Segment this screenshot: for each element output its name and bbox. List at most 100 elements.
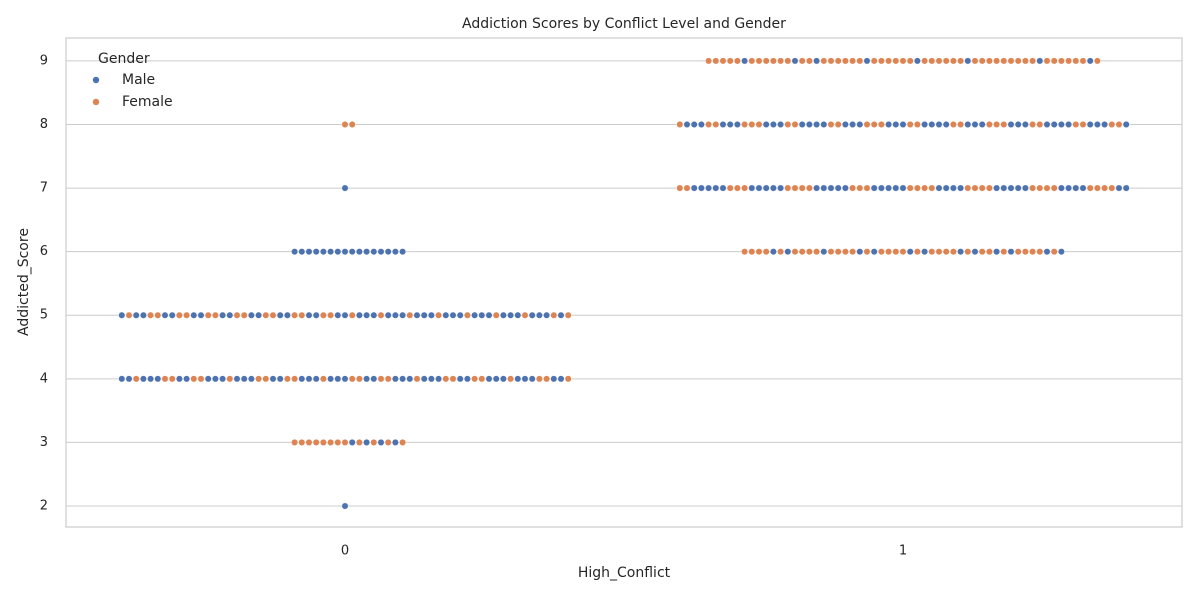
- data-point: [950, 184, 957, 192]
- data-point: [161, 375, 169, 383]
- data-point: [341, 121, 349, 128]
- data-point: [399, 248, 406, 256]
- data-point: [240, 311, 248, 319]
- data-point: [557, 375, 565, 383]
- data-point: [942, 184, 950, 192]
- data-point: [683, 184, 691, 192]
- data-point: [1022, 248, 1029, 256]
- data-point: [813, 57, 820, 65]
- data-point: [471, 311, 478, 319]
- data-point: [312, 248, 320, 256]
- data-point: [233, 375, 241, 383]
- data-point: [291, 311, 298, 319]
- data-point: [863, 121, 871, 128]
- data-point: [726, 57, 734, 65]
- y-tick-label: 5: [40, 308, 48, 323]
- data-point: [755, 121, 763, 128]
- data-point: [1086, 121, 1094, 128]
- data-point: [1029, 57, 1037, 65]
- data-point: [878, 121, 885, 128]
- data-point: [921, 184, 928, 192]
- data-point: [384, 311, 392, 319]
- data-point: [1043, 184, 1051, 192]
- data-point: [1065, 57, 1073, 65]
- data-point: [892, 248, 900, 256]
- data-point: [1022, 57, 1029, 65]
- data-point: [1050, 248, 1058, 256]
- data-point: [1058, 248, 1065, 256]
- data-point: [734, 184, 741, 192]
- legend-marker: [92, 76, 100, 84]
- data-point: [1000, 121, 1008, 128]
- data-point: [950, 57, 957, 65]
- data-point: [935, 248, 943, 256]
- data-point: [442, 375, 450, 383]
- data-point: [935, 57, 943, 65]
- data-point: [1094, 57, 1101, 65]
- data-point: [813, 248, 820, 256]
- data-point: [834, 121, 842, 128]
- data-point: [906, 121, 914, 128]
- data-point: [719, 57, 727, 65]
- data-point: [514, 311, 522, 319]
- data-point: [334, 311, 342, 319]
- data-point: [147, 375, 155, 383]
- data-point: [204, 375, 212, 383]
- y-axis-label: Addicted_Score: [16, 228, 32, 336]
- data-point: [269, 311, 277, 319]
- data-point: [492, 311, 500, 319]
- plot-frame: [65, 37, 1183, 528]
- data-point: [993, 57, 1000, 65]
- data-point: [334, 248, 342, 256]
- data-point: [377, 439, 385, 446]
- chart-title: Addiction Scores by Conflict Level and G…: [462, 16, 786, 32]
- data-point: [370, 375, 378, 383]
- data-point: [1050, 184, 1058, 192]
- data-point: [698, 121, 705, 128]
- data-point: [899, 121, 907, 128]
- data-point: [827, 121, 835, 128]
- data-point: [784, 248, 792, 256]
- data-point: [1072, 57, 1080, 65]
- data-point: [712, 57, 720, 65]
- data-point: [719, 184, 727, 192]
- y-tick-label: 3: [40, 435, 48, 450]
- data-point: [132, 375, 140, 383]
- data-point: [348, 311, 356, 319]
- data-point: [291, 375, 298, 383]
- data-point: [211, 375, 219, 383]
- data-point: [355, 375, 363, 383]
- data-point: [863, 248, 871, 256]
- data-point: [1000, 248, 1008, 256]
- data-point: [1022, 184, 1029, 192]
- data-point: [986, 248, 993, 256]
- data-point: [240, 375, 248, 383]
- data-point: [849, 184, 856, 192]
- data-point: [777, 121, 784, 128]
- data-point: [154, 311, 162, 319]
- data-point: [175, 311, 183, 319]
- data-point: [1043, 121, 1051, 128]
- data-point: [334, 439, 342, 446]
- data-point: [914, 121, 921, 128]
- data-point: [892, 57, 900, 65]
- data-point: [806, 184, 813, 192]
- data-point: [406, 375, 414, 383]
- data-point: [435, 311, 442, 319]
- data-point: [305, 311, 313, 319]
- data-point: [964, 57, 972, 65]
- data-point: [132, 311, 140, 319]
- data-point: [755, 248, 763, 256]
- data-point: [820, 121, 828, 128]
- data-point: [806, 121, 813, 128]
- data-point: [899, 57, 907, 65]
- data-point: [712, 121, 720, 128]
- data-point: [420, 311, 428, 319]
- data-point: [363, 311, 370, 319]
- data-point: [798, 184, 806, 192]
- data-point: [528, 311, 536, 319]
- data-point: [147, 311, 155, 319]
- data-point: [1029, 184, 1037, 192]
- data-point: [1036, 121, 1044, 128]
- data-point: [856, 57, 864, 65]
